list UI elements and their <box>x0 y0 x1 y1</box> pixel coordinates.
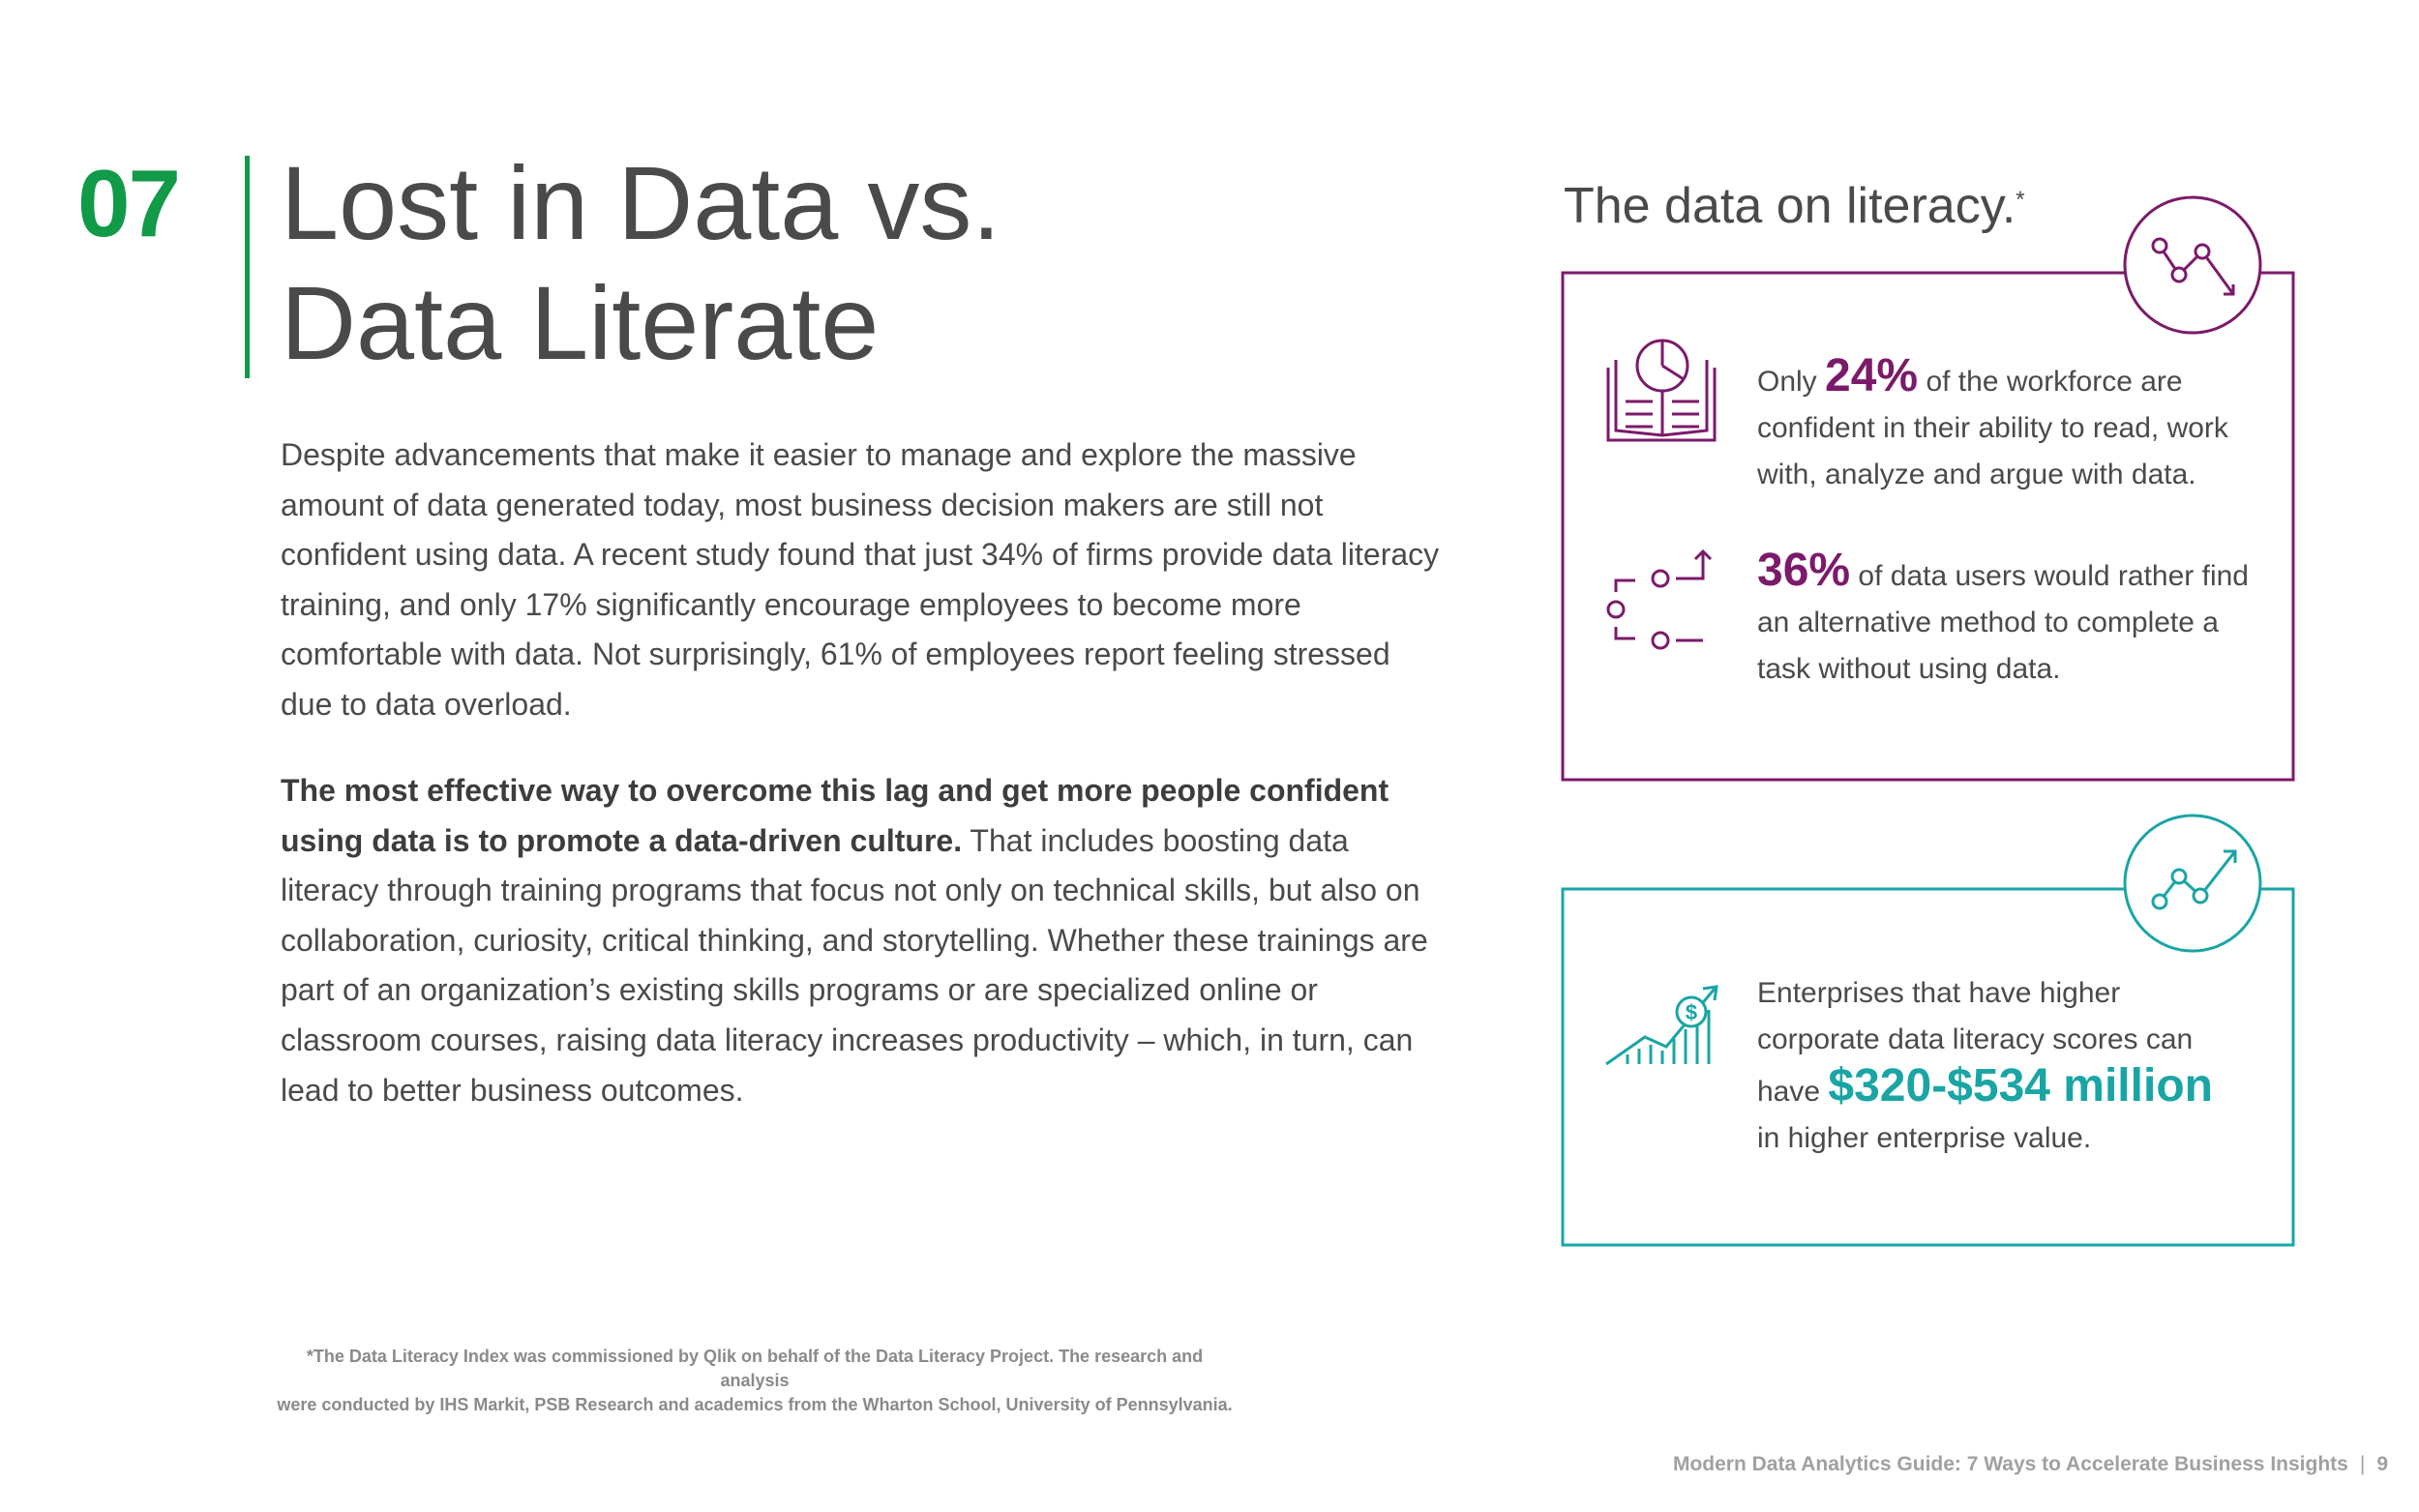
divider <box>245 156 250 378</box>
sidebar-heading: The data on literacy.* <box>1564 174 2025 238</box>
stat-highlight: $320-$534 million <box>1828 1060 2213 1112</box>
stat: Enterprises that have higher corporate d… <box>1757 970 2241 1162</box>
purple-box <box>1561 271 2295 782</box>
stat: Only 24% of the workforce are confident … <box>1757 353 2260 498</box>
bold-lead: The most effective way to overcome this … <box>281 773 1389 858</box>
stat-highlight: 36% <box>1757 545 1851 596</box>
title-line: Data Literate <box>281 264 880 381</box>
stat-prefix: Only <box>1757 366 1817 398</box>
stat-prefix: Enterprises that have higher corporate d… <box>1757 977 2194 1108</box>
heading-text: The data on literacy. <box>1564 178 2016 234</box>
svg-text:$: $ <box>1686 1000 1697 1024</box>
growth-icon: $ <box>1605 985 1718 1066</box>
stat-text: of the workforce are confident in their … <box>1757 366 2228 490</box>
trend-up-icon <box>2151 849 2237 910</box>
teal-box <box>1561 887 2295 1247</box>
teal-circle <box>2123 814 2262 953</box>
paragraph: The most effective way to overcome this … <box>281 766 1442 1115</box>
footnote-line: were conducted by IHS Markit, PSB Resear… <box>277 1395 1233 1414</box>
title-line: Lost in Data vs. <box>281 144 1001 261</box>
purple-circle <box>2123 195 2262 335</box>
stat: 36% of data users would rather find an a… <box>1757 548 2260 693</box>
page-number: 9 <box>2376 1453 2388 1475</box>
stat-text: in higher enterprise value. <box>1757 1122 2092 1154</box>
book-chart-icon <box>1606 339 1717 442</box>
stat-highlight: 24% <box>1825 350 1919 401</box>
footer: Modern Data Analytics Guide: 7 Ways to A… <box>1673 1453 2388 1476</box>
footnote: *The Data Literacy Index was commissione… <box>271 1345 1239 1417</box>
trend-down-icon <box>2151 237 2235 296</box>
title: Lost in Data vs. Data Literate <box>281 143 1000 383</box>
separator: | <box>2359 1453 2366 1475</box>
stat-text: of data users would rather find an alter… <box>1757 560 2249 685</box>
footnote-mark: * <box>2016 187 2025 213</box>
guide-title: Modern Data Analytics Guide: 7 Ways to A… <box>1672 1453 2348 1475</box>
text: That includes boosting data literacy thr… <box>281 822 1428 1108</box>
section-number: 07 <box>77 150 181 256</box>
path-icon <box>1606 548 1713 650</box>
footnote-line: *The Data Literacy Index was commissione… <box>306 1347 1204 1390</box>
paragraph: Despite advancements that make it easier… <box>281 437 1440 722</box>
